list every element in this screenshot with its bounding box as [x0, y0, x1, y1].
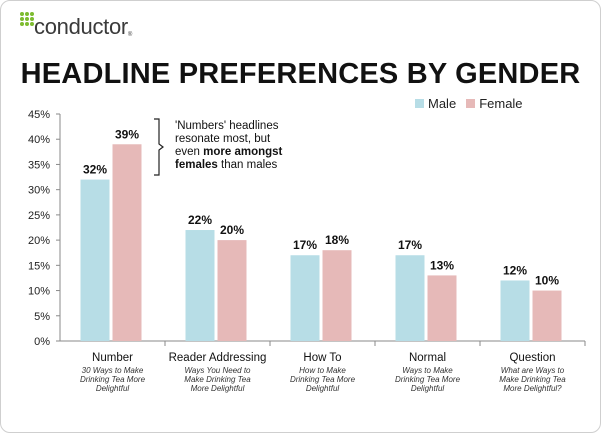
category-example-line: Make Drinking Tea [499, 375, 566, 384]
numbers-annotation: 'Numbers' headlines resonate most, but e… [175, 120, 325, 172]
y-tick-label: 5% [34, 311, 50, 323]
bar-male-0 [80, 179, 110, 341]
y-tick-label: 40% [28, 134, 50, 146]
y-tick-label: 25% [28, 210, 50, 222]
data-label-female: 10% [535, 274, 559, 288]
data-label-female: 39% [115, 127, 139, 141]
category-label: Question [509, 352, 555, 364]
bar-male-1 [185, 230, 215, 341]
bar-female-3 [427, 275, 457, 341]
legend-item-male: Male [415, 96, 456, 111]
category-label: Normal [409, 352, 446, 364]
data-label-male: 12% [503, 263, 527, 277]
annotation-line-2: resonate most, but [175, 133, 271, 145]
category-example-line: Drinking Tea More [290, 375, 356, 384]
chart-title: HEADLINE PREFERENCES BY GENDER [20, 58, 581, 90]
data-label-male: 17% [398, 238, 422, 252]
bar-female-0 [112, 144, 142, 341]
category-example-line: Delightful [306, 384, 340, 393]
legend-item-female: Female [466, 96, 523, 111]
category-example-line: Ways to Make [402, 366, 453, 375]
y-tick-label: 35% [28, 159, 50, 171]
category-label: How To [303, 352, 341, 364]
y-tick-label: 10% [28, 286, 50, 298]
y-tick-label: 15% [28, 260, 50, 272]
category-example-line: Drinking Tea More [80, 375, 146, 384]
logo-dots-icon [20, 12, 34, 26]
data-label-female: 20% [220, 223, 244, 237]
bar-female-4 [532, 290, 562, 341]
annotation-line-3b: more amongst [203, 146, 283, 158]
category-example-line: Delightful [411, 384, 445, 393]
category-example-line: Make Drinking Tea [184, 375, 251, 384]
y-tick-label: 0% [34, 336, 50, 348]
data-label-male: 22% [188, 213, 212, 227]
annotation-bracket [154, 118, 164, 176]
logo-registered-mark: ® [127, 32, 133, 38]
bar-male-2 [290, 255, 320, 341]
y-tick-label: 20% [28, 235, 50, 247]
annotation-line-4: females than males [175, 159, 325, 172]
bar-female-1 [217, 240, 247, 341]
annotation-line-4a: females [175, 159, 218, 171]
category-example-line: 30 Ways to Make [82, 366, 144, 375]
category-example-line: What are Ways to [501, 366, 565, 375]
annotation-line-3: even more amongst [175, 146, 325, 159]
conductor-logo: conductor ® [20, 8, 132, 40]
data-label-female: 13% [430, 258, 454, 272]
category-label: Number [92, 352, 133, 364]
logo-text: conductor [34, 14, 128, 39]
bar-female-2 [322, 250, 352, 341]
y-tick-label: 45% [28, 109, 50, 121]
category-label: Reader Addressing [169, 352, 267, 364]
legend-label-female: Female [479, 96, 523, 111]
category-example-line: More Delightful? [503, 384, 562, 393]
legend-label-male: Male [428, 96, 457, 111]
legend-swatch-male [415, 99, 424, 108]
data-label-male: 17% [293, 238, 317, 252]
data-label-female: 18% [325, 233, 349, 247]
legend: Male Female [415, 96, 533, 111]
annotation-line-3a: even [175, 146, 204, 158]
category-example-line: More Delightful [191, 384, 245, 393]
bar-male-3 [395, 255, 425, 341]
legend-swatch-female [466, 99, 476, 108]
annotation-line-4b: than males [217, 159, 278, 171]
data-label-male: 32% [83, 163, 107, 177]
category-example-line: Ways You Need to [185, 366, 252, 375]
bar-male-4 [500, 280, 530, 341]
category-example-line: Drinking Tea More [395, 375, 461, 384]
annotation-line-1: 'Numbers' headlines [175, 120, 279, 132]
y-tick-label: 30% [28, 185, 50, 197]
category-example-line: Delightful [96, 384, 130, 393]
category-example-line: How to Make [299, 366, 346, 375]
